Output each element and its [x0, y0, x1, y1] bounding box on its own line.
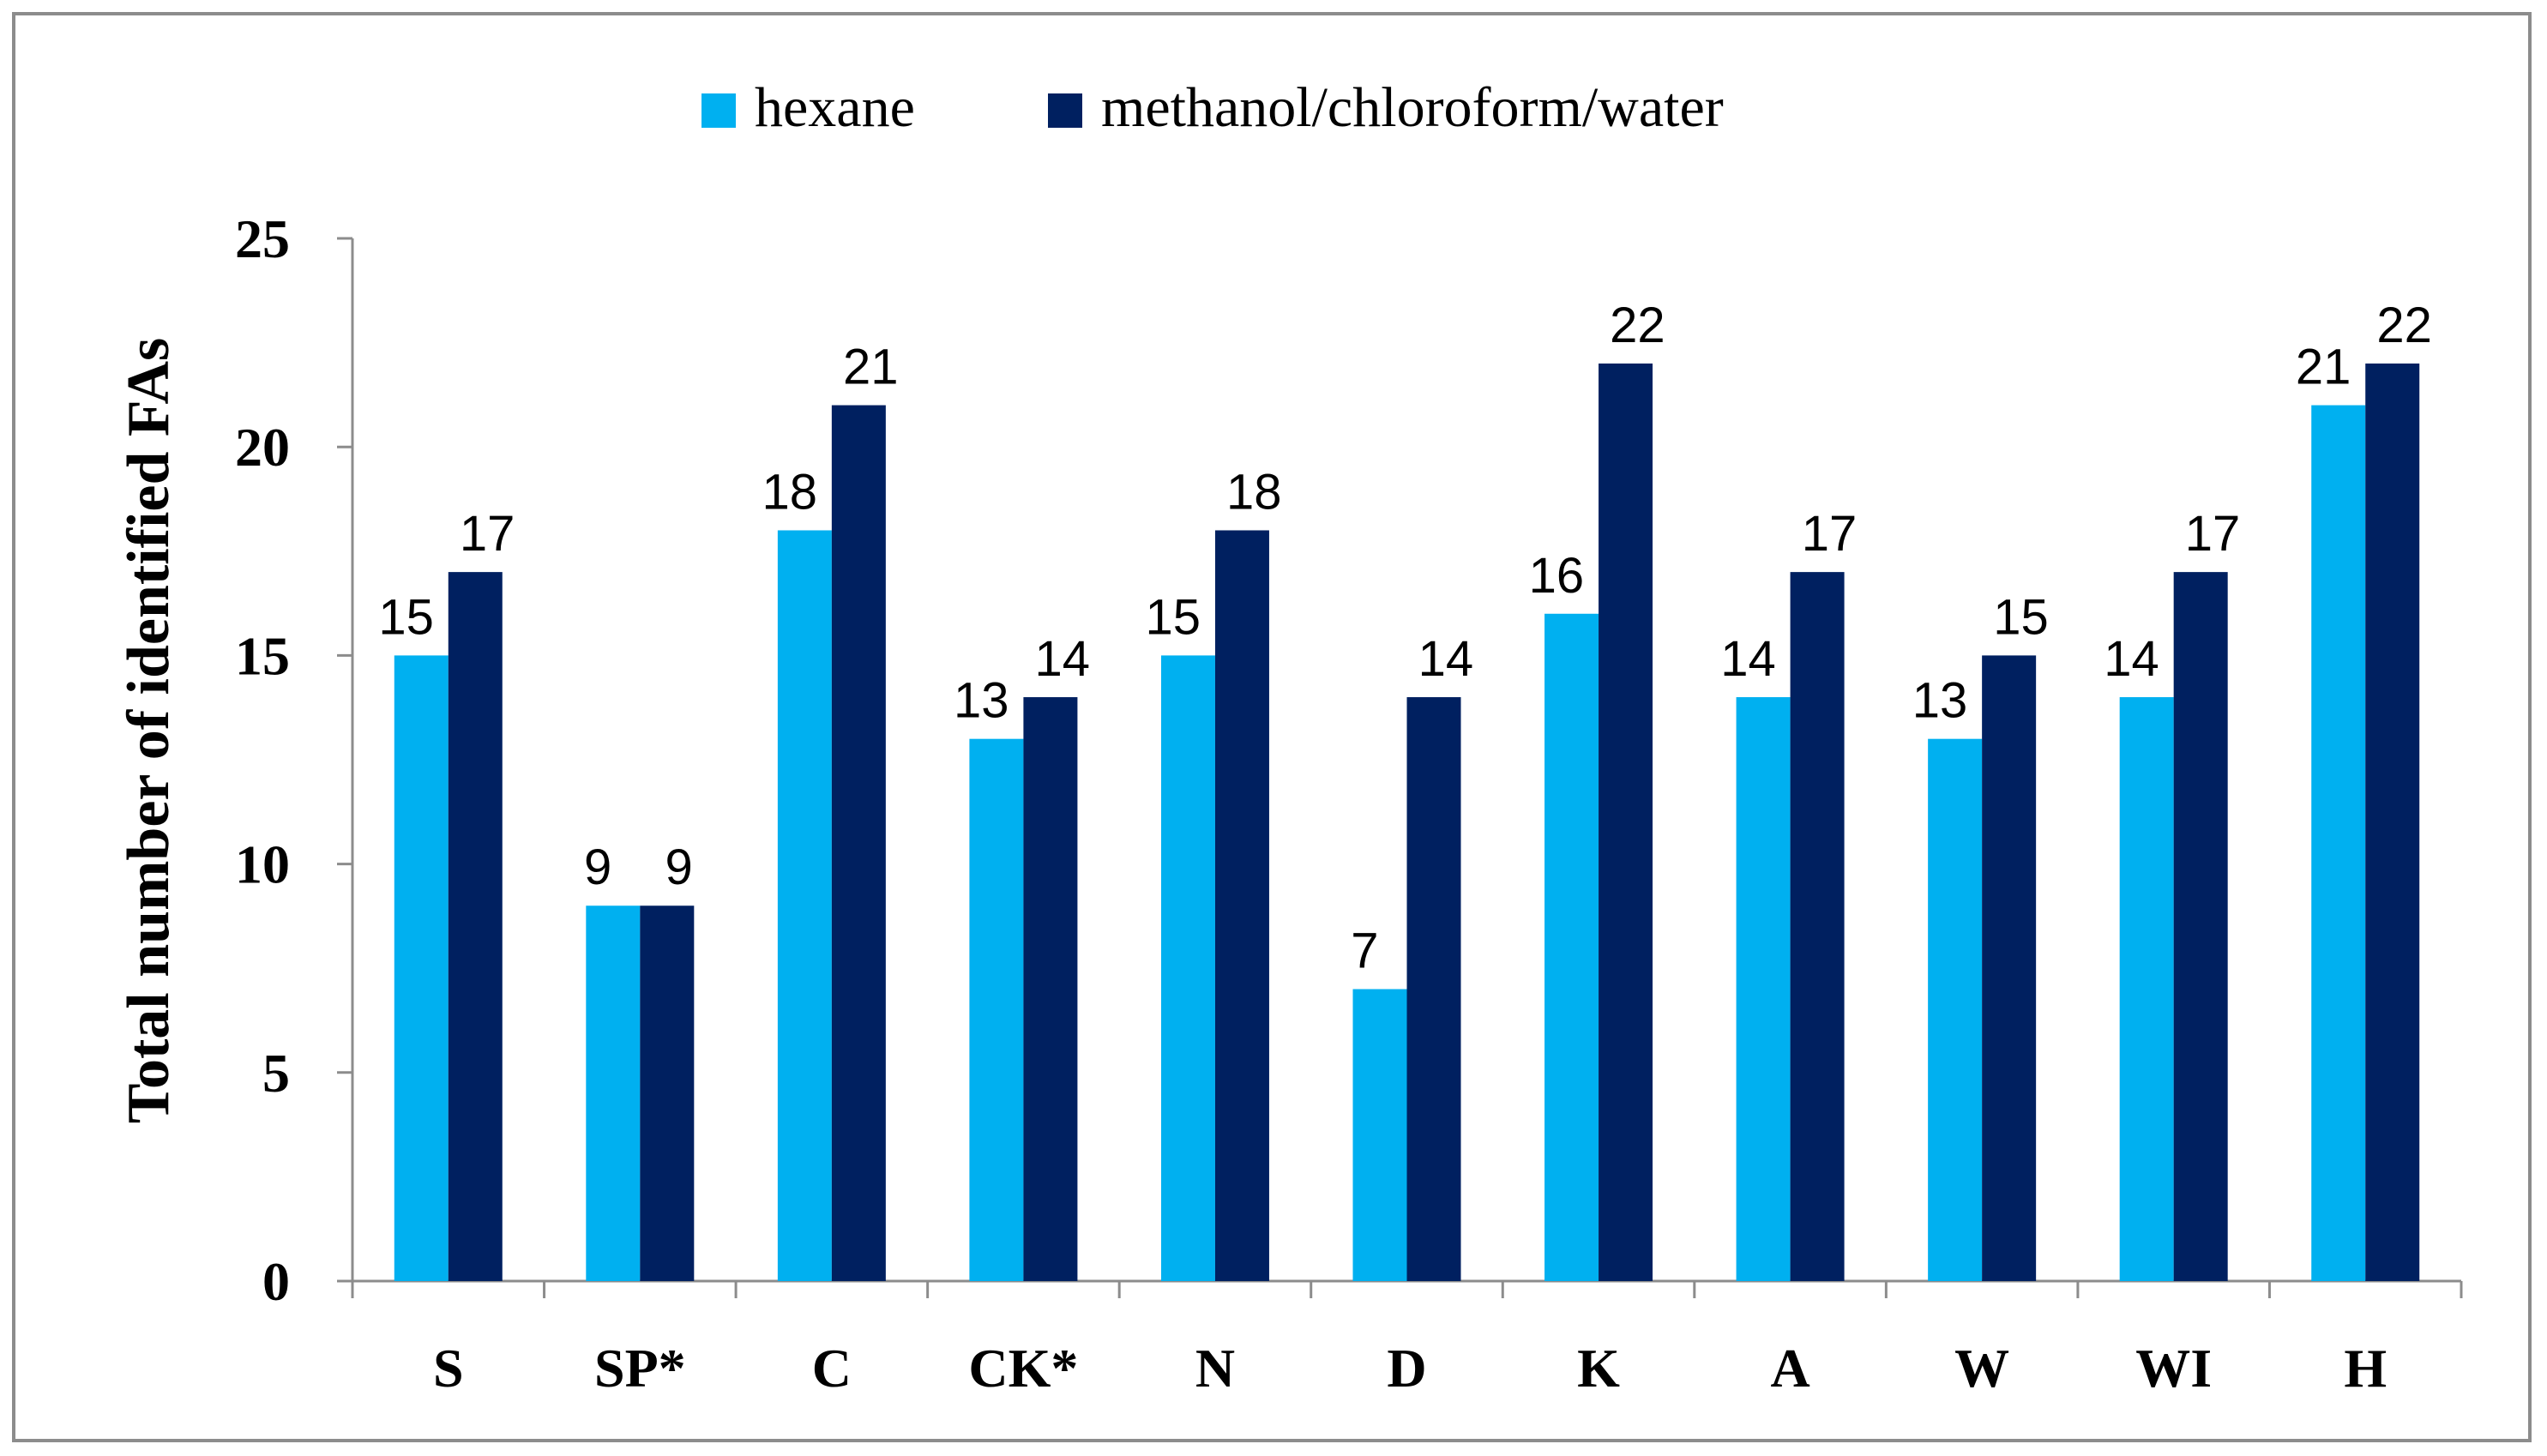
bar-methanol-chloroform-water-sp	[640, 905, 695, 1281]
legend: hexane methanol/chloroform/water	[701, 76, 1724, 139]
bar-hexane-n	[1160, 655, 1215, 1281]
data-label-hexane-d: 7	[1351, 924, 1378, 979]
x-tick-label-w: W	[1954, 1338, 2009, 1399]
data-label-methanol-chloroform-water-sp: 9	[665, 839, 693, 895]
bar-methanol-chloroform-water-w	[1982, 655, 2037, 1281]
data-label-methanol-chloroform-water-d: 14	[1418, 631, 1474, 687]
bar-methanol-chloroform-water-c	[831, 405, 886, 1281]
x-tick-label-sp: SP*	[594, 1338, 686, 1399]
legend-swatch-hexane	[701, 93, 736, 128]
y-tick-label: 25	[235, 208, 290, 269]
data-label-hexane-s: 15	[378, 589, 434, 645]
y-tick-label: 20	[235, 417, 290, 478]
bar-methanol-chloroform-water-n	[1214, 530, 1269, 1281]
bar-methanol-chloroform-water-d	[1406, 697, 1461, 1281]
x-tick-label-k: K	[1577, 1338, 1620, 1399]
bar-methanol-chloroform-water-ck	[1023, 697, 1078, 1281]
data-label-methanol-chloroform-water-c: 21	[843, 340, 899, 395]
data-label-methanol-chloroform-water-w: 15	[1993, 589, 2049, 645]
bar-hexane-d	[1352, 989, 1407, 1281]
x-tick-label-ck: CK*	[968, 1338, 1078, 1399]
y-tick-label: 5	[262, 1043, 290, 1104]
data-label-hexane-sp: 9	[584, 839, 611, 895]
bar-methanol-chloroform-water-h	[2365, 363, 2420, 1281]
legend-swatch-methanol-chloroform-water	[1048, 93, 1082, 128]
bar-hexane-s	[394, 655, 449, 1281]
x-tick-label-a: A	[1770, 1338, 1809, 1399]
data-label-methanol-chloroform-water-n: 18	[1226, 464, 1282, 520]
x-tick-label-n: N	[1195, 1338, 1235, 1399]
data-label-hexane-c: 18	[762, 464, 817, 520]
x-tick-label-c: C	[812, 1338, 852, 1399]
data-label-methanol-chloroform-water-k: 22	[1610, 298, 1665, 353]
x-tick-label-d: D	[1387, 1338, 1426, 1399]
data-label-hexane-h: 21	[2296, 340, 2351, 395]
legend-label-methanol-chloroform-water: methanol/chloroform/water	[1101, 76, 1724, 139]
data-label-methanol-chloroform-water-h: 22	[2376, 298, 2432, 353]
data-label-methanol-chloroform-water-s: 17	[460, 506, 515, 562]
data-label-hexane-ck: 13	[954, 673, 1009, 729]
y-axis: 0 5 10 15 20 25	[235, 208, 354, 1312]
bar-hexane-k	[1544, 613, 1599, 1281]
data-label-methanol-chloroform-water-a: 17	[1802, 506, 1858, 562]
x-tick-label-s: S	[433, 1338, 464, 1399]
y-tick-label: 10	[235, 834, 290, 895]
data-label-hexane-wi: 14	[2104, 631, 2159, 687]
bar-methanol-chloroform-water-s	[448, 572, 503, 1281]
bar-hexane-ck	[969, 738, 1024, 1281]
bar-hexane-w	[1928, 738, 1983, 1281]
data-label-hexane-k: 16	[1529, 548, 1585, 604]
data-label-methanol-chloroform-water-ck: 14	[1035, 631, 1091, 687]
bar-hexane-a	[1736, 697, 1791, 1281]
bar-hexane-c	[777, 530, 832, 1281]
x-tick-label-wi: WI	[2135, 1338, 2212, 1399]
data-label-hexane-n: 15	[1146, 589, 1201, 645]
bar-hexane-sp	[586, 905, 641, 1281]
data-label-hexane-a: 14	[1720, 631, 1776, 687]
bar-methanol-chloroform-water-a	[1790, 572, 1845, 1281]
bar-hexane-h	[2311, 405, 2366, 1281]
bar-hexane-wi	[2119, 697, 2174, 1281]
y-axis-label: Total number of identified FAs	[116, 338, 182, 1124]
bars	[394, 363, 2420, 1281]
x-axis: S SP* C CK* N D K A W WI H	[351, 1279, 2463, 1399]
data-labels: 15 9 18 13 15 7 16 14 13 14 21 17 9 21 14 18 14 22 17 15 17 2…	[378, 298, 2431, 979]
legend-label-hexane: hexane	[755, 76, 915, 139]
bar-methanol-chloroform-water-k	[1599, 363, 1653, 1281]
y-tick-label: 0	[262, 1251, 290, 1312]
bar-methanol-chloroform-water-wi	[2173, 572, 2228, 1281]
x-tick-label-h: H	[2344, 1338, 2387, 1399]
data-label-hexane-w: 13	[1912, 673, 1968, 729]
y-tick-label: 15	[235, 625, 290, 686]
data-label-methanol-chloroform-water-wi: 17	[2185, 506, 2241, 562]
